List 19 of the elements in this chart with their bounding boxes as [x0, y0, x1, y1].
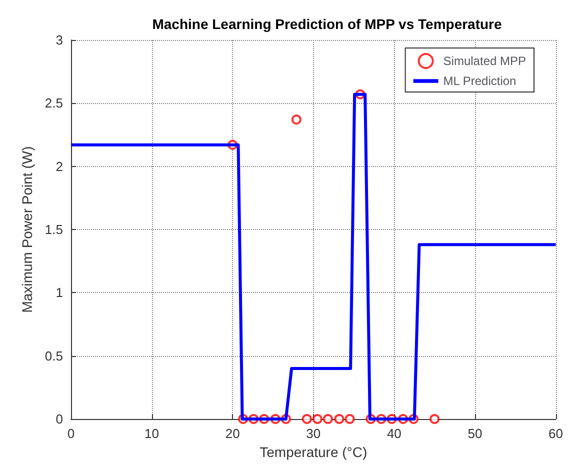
x-tick-label: 0 [67, 426, 75, 441]
y-tick-label: 1 [56, 285, 63, 300]
y-axis-title: Maximum Power Point (W) [19, 146, 36, 313]
x-tick-label: 20 [225, 426, 240, 441]
x-tick-label: 10 [144, 426, 160, 441]
chart-title: Machine Learning Prediction of MPP vs Temperature [152, 16, 502, 32]
x-tick-label: 50 [468, 426, 482, 441]
y-tick-label: 3 [56, 32, 63, 48]
x-tick-label: 60 [548, 426, 564, 441]
y-tick-label: 0.5 [44, 348, 63, 364]
y-tick-label: 0 [56, 412, 63, 426]
x-tick-label: 40 [386, 426, 402, 441]
legend-label: Simulated MPP [443, 54, 526, 68]
legend-label: ML Prediction [443, 74, 516, 88]
y-tick-label: 2.5 [44, 96, 63, 111]
y-tick-label: 1.5 [44, 222, 63, 237]
x-tick-label: 30 [306, 426, 321, 441]
y-tick-label: 2 [56, 158, 63, 174]
x-axis-title: Temperature (°C) [260, 444, 368, 460]
